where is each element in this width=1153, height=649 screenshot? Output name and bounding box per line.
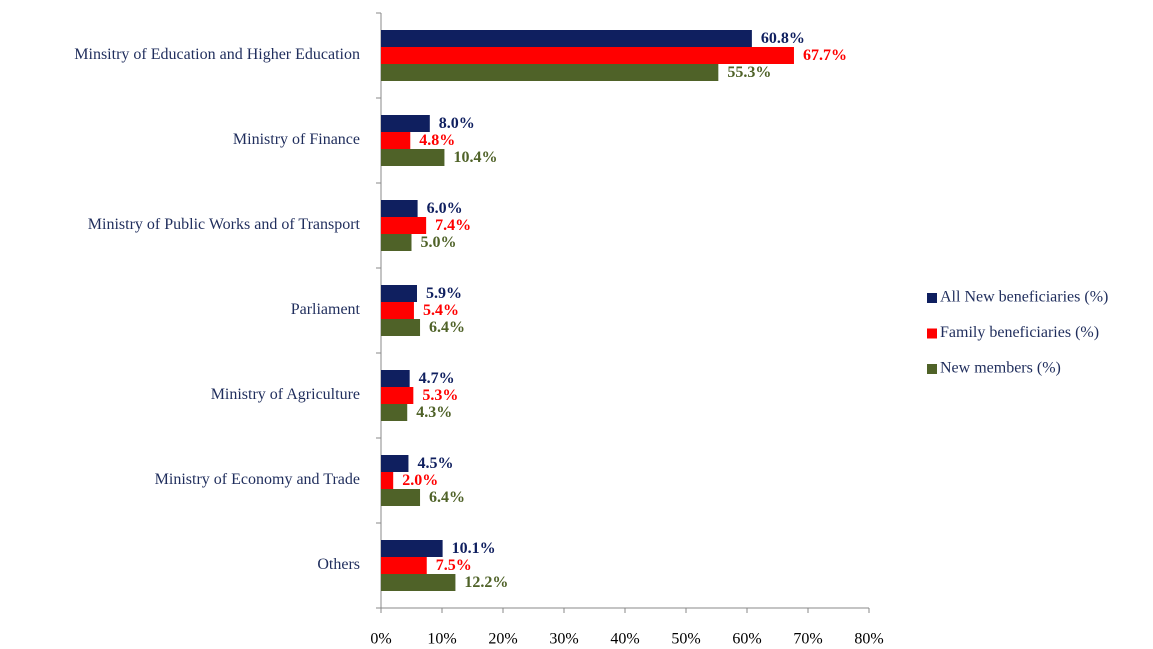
bar bbox=[381, 47, 794, 64]
y-tick-label: Ministry of Agriculture bbox=[211, 386, 360, 403]
value-label: 10.1% bbox=[452, 540, 496, 557]
value-label: 5.3% bbox=[422, 387, 458, 404]
bar bbox=[381, 200, 418, 217]
value-label: 5.4% bbox=[423, 302, 459, 319]
y-tick-label: Ministry of Public Works and of Transpor… bbox=[88, 216, 361, 233]
bar bbox=[381, 319, 421, 336]
value-label: 8.0% bbox=[439, 115, 475, 132]
value-label: 6.4% bbox=[429, 489, 465, 506]
x-tick-label: 40% bbox=[610, 631, 639, 648]
y-tick-label: Ministry of Finance bbox=[233, 131, 360, 148]
value-label: 4.8% bbox=[419, 132, 455, 149]
value-label: 6.0% bbox=[427, 200, 463, 217]
bar bbox=[381, 132, 411, 149]
bar bbox=[381, 285, 417, 302]
x-tick-label: 70% bbox=[793, 631, 822, 648]
value-label: 5.9% bbox=[426, 285, 462, 302]
bar bbox=[381, 217, 427, 234]
value-label: 2.0% bbox=[402, 472, 438, 489]
y-tick-label: Ministry of Economy and Trade bbox=[155, 471, 360, 488]
x-tick-label: 10% bbox=[427, 631, 456, 648]
bar bbox=[381, 302, 414, 319]
bar bbox=[381, 149, 445, 166]
value-label: 4.5% bbox=[417, 455, 453, 472]
bar bbox=[381, 540, 443, 557]
value-label: 55.3% bbox=[727, 64, 771, 81]
bar bbox=[381, 234, 412, 251]
value-label: 7.5% bbox=[436, 557, 472, 574]
value-label: 6.4% bbox=[429, 319, 465, 336]
x-tick-label: 50% bbox=[671, 631, 700, 648]
legend-swatch bbox=[927, 293, 937, 303]
bar bbox=[381, 370, 410, 387]
x-tick-label: 60% bbox=[732, 631, 761, 648]
x-tick-label: 30% bbox=[549, 631, 578, 648]
bar bbox=[381, 557, 427, 574]
bar bbox=[381, 489, 421, 506]
y-tick-label: Others bbox=[317, 556, 360, 573]
x-tick-label: 0% bbox=[370, 631, 391, 648]
legend-label: All New beneficiaries (%) bbox=[940, 289, 1108, 306]
bar bbox=[381, 64, 719, 81]
x-tick-label: 20% bbox=[488, 631, 517, 648]
y-tick-label: Minsitry of Education and Higher Educati… bbox=[74, 46, 360, 63]
bar bbox=[381, 472, 394, 489]
bar bbox=[381, 404, 408, 421]
legend-swatch bbox=[927, 328, 937, 339]
y-tick-label: Parliament bbox=[291, 301, 361, 318]
bar bbox=[381, 455, 409, 472]
bar bbox=[381, 30, 752, 47]
legend-swatch bbox=[927, 364, 937, 374]
value-label: 4.7% bbox=[419, 370, 455, 387]
bar bbox=[381, 387, 414, 404]
x-tick-label: 80% bbox=[854, 631, 883, 648]
value-label: 5.0% bbox=[421, 234, 457, 251]
value-label: 4.3% bbox=[416, 404, 452, 421]
value-label: 10.4% bbox=[453, 149, 497, 166]
value-label: 7.4% bbox=[435, 217, 471, 234]
value-label: 60.8% bbox=[761, 30, 805, 47]
bar bbox=[381, 574, 456, 591]
legend-label: New members (%) bbox=[940, 360, 1061, 377]
value-label: 12.2% bbox=[464, 574, 508, 591]
bar bbox=[381, 115, 430, 132]
legend-label: Family beneficiaries (%) bbox=[940, 324, 1099, 341]
value-label: 67.7% bbox=[803, 47, 847, 64]
